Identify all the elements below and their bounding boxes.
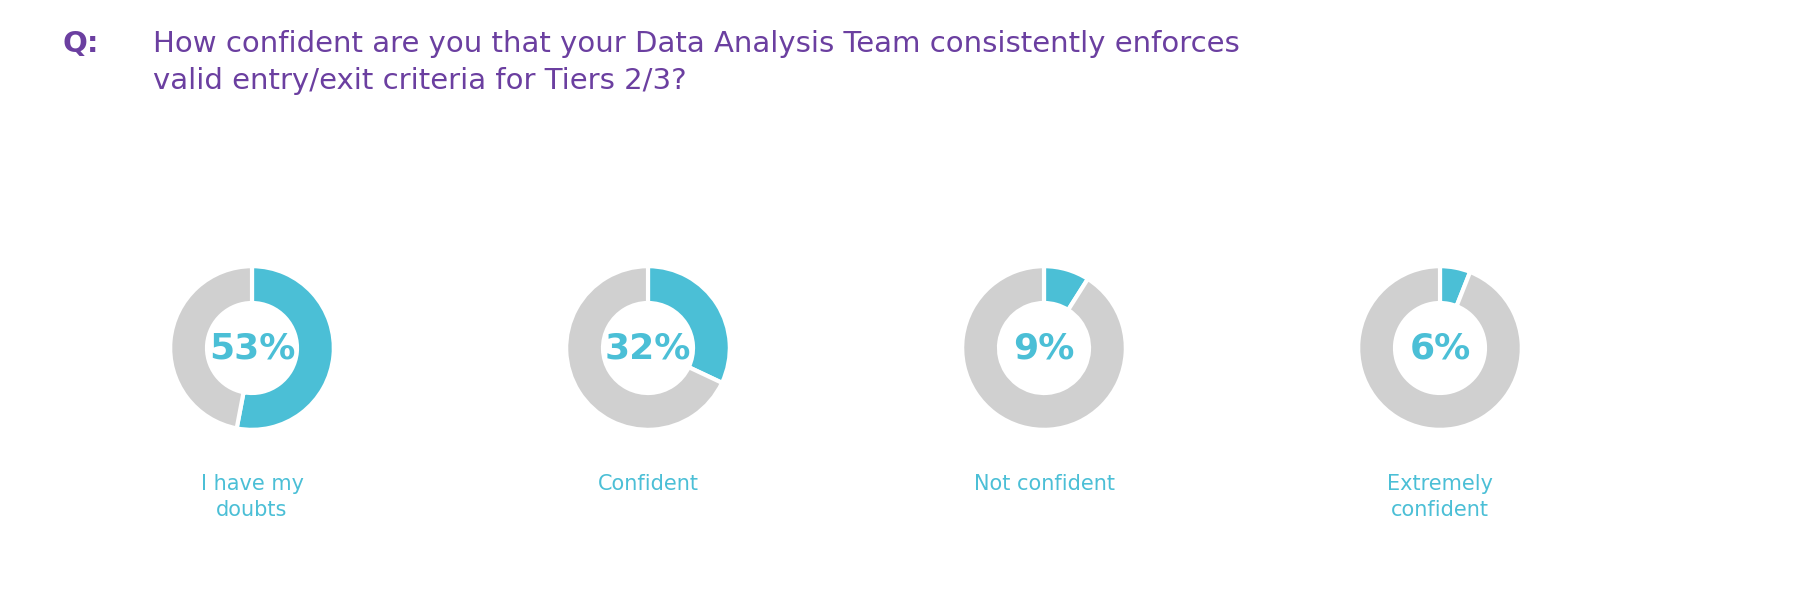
Text: I have my
doubts: I have my doubts (200, 474, 304, 520)
Wedge shape (648, 266, 729, 383)
Text: 32%: 32% (605, 331, 691, 365)
Wedge shape (236, 266, 333, 430)
Text: Confident: Confident (598, 474, 698, 494)
Text: 9%: 9% (1013, 331, 1075, 365)
Wedge shape (1044, 266, 1087, 310)
Text: Extremely
confident: Extremely confident (1388, 474, 1492, 520)
Wedge shape (171, 266, 252, 428)
Text: 6%: 6% (1409, 331, 1471, 365)
Wedge shape (963, 266, 1125, 430)
Text: How confident are you that your Data Analysis Team consistently enforces
valid e: How confident are you that your Data Ana… (153, 30, 1240, 95)
Wedge shape (567, 266, 722, 430)
Text: Q:: Q: (63, 30, 99, 58)
Wedge shape (1440, 266, 1471, 306)
Text: 53%: 53% (209, 331, 295, 365)
Wedge shape (1359, 266, 1521, 430)
Text: Not confident: Not confident (974, 474, 1114, 494)
